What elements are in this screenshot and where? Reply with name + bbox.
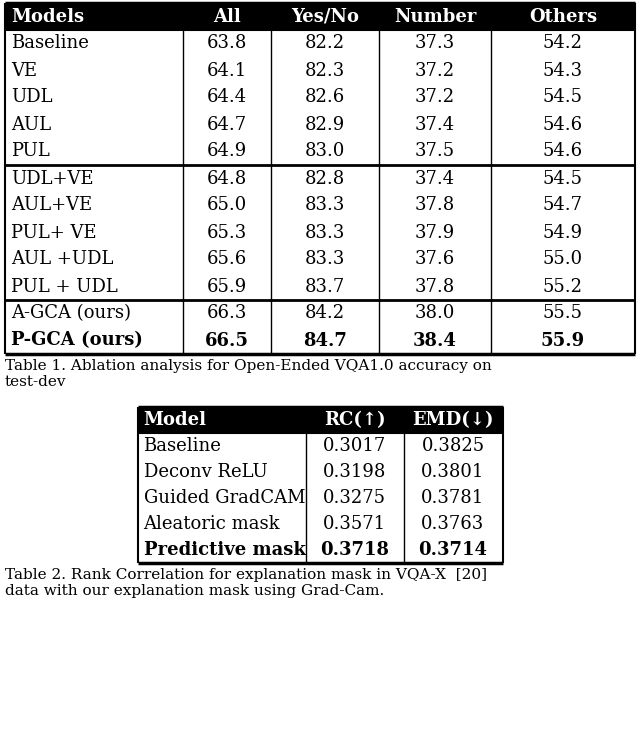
Text: 38.4: 38.4 (413, 332, 457, 350)
Text: Table 2. Rank Correlation for explanation mask in VQA-X  [20]
data with our expl: Table 2. Rank Correlation for explanatio… (5, 568, 487, 598)
Text: UDL: UDL (11, 88, 52, 106)
Text: 0.3781: 0.3781 (421, 489, 484, 507)
Text: Models: Models (11, 7, 84, 25)
Text: 0.3718: 0.3718 (320, 541, 389, 559)
Text: 37.2: 37.2 (415, 61, 455, 79)
Text: RC(↑): RC(↑) (324, 411, 385, 429)
Text: 82.8: 82.8 (305, 169, 345, 187)
Text: 82.2: 82.2 (305, 34, 345, 52)
Text: PUL: PUL (11, 142, 50, 160)
Text: 82.9: 82.9 (305, 115, 345, 133)
Text: 65.6: 65.6 (207, 250, 247, 268)
Text: 37.5: 37.5 (415, 142, 455, 160)
Text: 82.3: 82.3 (305, 61, 345, 79)
Text: 55.2: 55.2 (543, 277, 583, 296)
Text: AUL: AUL (11, 115, 51, 133)
Text: 65.9: 65.9 (207, 277, 247, 296)
Text: 54.3: 54.3 (543, 61, 583, 79)
Text: AUL +UDL: AUL +UDL (11, 250, 113, 268)
Text: 54.6: 54.6 (543, 115, 583, 133)
Text: 0.3017: 0.3017 (323, 437, 386, 455)
Text: 37.2: 37.2 (415, 88, 455, 106)
Text: 55.0: 55.0 (543, 250, 583, 268)
Text: 83.3: 83.3 (305, 250, 345, 268)
Text: 84.7: 84.7 (303, 332, 347, 350)
Text: 0.3825: 0.3825 (421, 437, 484, 455)
Text: 54.9: 54.9 (543, 223, 583, 241)
Text: P-GCA (ours): P-GCA (ours) (11, 332, 143, 350)
Text: 0.3763: 0.3763 (421, 515, 484, 533)
Text: UDL+VE: UDL+VE (11, 169, 93, 187)
Text: 37.4: 37.4 (415, 115, 455, 133)
Text: 84.2: 84.2 (305, 305, 345, 323)
Text: Number: Number (394, 7, 476, 25)
Text: 83.0: 83.0 (305, 142, 345, 160)
Text: 0.3801: 0.3801 (421, 463, 484, 481)
Text: 65.0: 65.0 (207, 196, 247, 214)
Text: 64.1: 64.1 (207, 61, 247, 79)
Text: 38.0: 38.0 (415, 305, 455, 323)
Text: PUL + UDL: PUL + UDL (11, 277, 118, 296)
Text: 83.3: 83.3 (305, 196, 345, 214)
Text: 37.6: 37.6 (415, 250, 455, 268)
Text: 82.6: 82.6 (305, 88, 345, 106)
Text: Baseline: Baseline (143, 437, 221, 455)
Text: Others: Others (529, 7, 597, 25)
Text: 64.4: 64.4 (207, 88, 247, 106)
Text: 37.8: 37.8 (415, 277, 455, 296)
Text: 63.8: 63.8 (207, 34, 247, 52)
Text: Table 1. Ablation analysis for Open-Ended VQA1.0 accuracy on
test-dev: Table 1. Ablation analysis for Open-Ende… (5, 359, 492, 389)
Text: AUL+VE: AUL+VE (11, 196, 92, 214)
Text: A-GCA (ours): A-GCA (ours) (11, 305, 131, 323)
Text: 54.2: 54.2 (543, 34, 583, 52)
Bar (138, 407, 502, 433)
Text: 55.5: 55.5 (543, 305, 583, 323)
Text: 37.8: 37.8 (415, 196, 455, 214)
Text: Deconv ReLU: Deconv ReLU (143, 463, 268, 481)
Text: 54.5: 54.5 (543, 88, 583, 106)
Text: EMD(↓): EMD(↓) (412, 411, 493, 429)
Text: 55.9: 55.9 (541, 332, 585, 350)
Text: 65.3: 65.3 (207, 223, 247, 241)
Bar (5, 3, 635, 30)
Text: 64.9: 64.9 (207, 142, 247, 160)
Text: 66.5: 66.5 (205, 332, 249, 350)
Text: 54.7: 54.7 (543, 196, 583, 214)
Text: VE: VE (11, 61, 37, 79)
Text: 83.7: 83.7 (305, 277, 345, 296)
Text: Aleatoric mask: Aleatoric mask (143, 515, 280, 533)
Text: Model: Model (143, 411, 207, 429)
Text: Baseline: Baseline (11, 34, 89, 52)
Text: 0.3198: 0.3198 (323, 463, 386, 481)
Text: 0.3571: 0.3571 (323, 515, 386, 533)
Text: 64.8: 64.8 (207, 169, 247, 187)
Text: 54.6: 54.6 (543, 142, 583, 160)
Text: All: All (213, 7, 241, 25)
Text: Predictive mask: Predictive mask (143, 541, 305, 559)
Text: 64.7: 64.7 (207, 115, 247, 133)
Text: 54.5: 54.5 (543, 169, 583, 187)
Text: 66.3: 66.3 (207, 305, 247, 323)
Text: 37.3: 37.3 (415, 34, 455, 52)
Text: 0.3714: 0.3714 (419, 541, 488, 559)
Text: 37.4: 37.4 (415, 169, 455, 187)
Text: 37.9: 37.9 (415, 223, 455, 241)
Text: Yes/No: Yes/No (291, 7, 359, 25)
Text: Guided GradCAM: Guided GradCAM (143, 489, 305, 507)
Text: 83.3: 83.3 (305, 223, 345, 241)
Text: PUL+ VE: PUL+ VE (11, 223, 97, 241)
Text: 0.3275: 0.3275 (323, 489, 386, 507)
